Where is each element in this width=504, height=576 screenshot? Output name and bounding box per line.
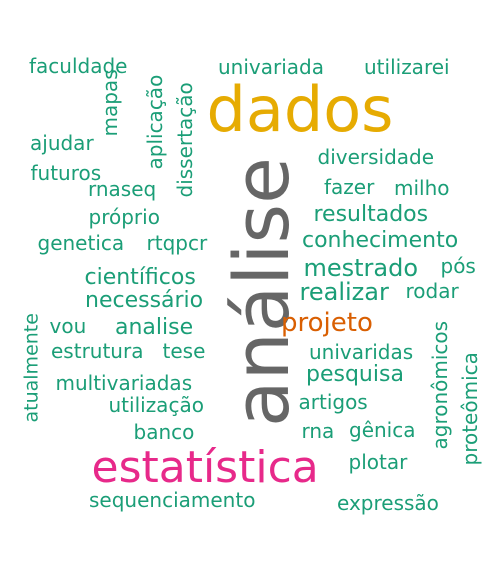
word-atualmente: atualmente bbox=[20, 313, 43, 423]
word-utilizarei: utilizarei bbox=[364, 55, 450, 79]
word-necessário: necessário bbox=[85, 288, 204, 313]
word-utilização: utilização bbox=[108, 393, 204, 417]
word-tese: tese bbox=[162, 339, 206, 363]
word-sequenciamento: sequenciamento bbox=[89, 488, 256, 512]
word-rtqpcr: rtqpcr bbox=[146, 231, 208, 255]
word-artigos: artigos bbox=[298, 390, 368, 414]
word-próprio: próprio bbox=[88, 205, 160, 229]
word-científicos: científicos bbox=[84, 265, 196, 290]
word-estrutura: estrutura bbox=[51, 339, 144, 363]
word-fazer: fazer bbox=[324, 175, 375, 199]
word-rnaseq: rnaseq bbox=[88, 177, 157, 201]
word-proteômica: proteômica bbox=[458, 352, 482, 466]
word-mapas: mapas bbox=[98, 69, 122, 137]
word-dissertação: dissertação bbox=[173, 82, 197, 198]
word-expressão: expressão bbox=[337, 491, 439, 515]
word-agronômicos: agronômicos bbox=[428, 320, 452, 450]
word-mestrado: mestrado bbox=[303, 254, 419, 282]
word-pós: pós bbox=[440, 254, 476, 278]
word-univaridas: univaridas bbox=[309, 340, 414, 364]
word-dados: dados bbox=[206, 73, 394, 146]
word-banco: banco bbox=[133, 420, 195, 444]
word-diversidade: diversidade bbox=[317, 145, 435, 169]
word-genetica: genetica bbox=[37, 231, 125, 255]
word-futuros: futuros bbox=[30, 161, 102, 185]
word-milho: milho bbox=[394, 176, 450, 200]
word-ajudar: ajudar bbox=[30, 131, 94, 155]
word-realizar: realizar bbox=[299, 278, 389, 306]
word-univariada: univariada bbox=[218, 55, 324, 79]
word-vou: vou bbox=[49, 314, 87, 338]
word-projeto: projeto bbox=[281, 308, 373, 338]
word-gênica: gênica bbox=[349, 418, 416, 442]
word-multivariadas: multivariadas bbox=[55, 371, 193, 395]
word-estatística: estatística bbox=[91, 442, 319, 493]
word-aplicação: aplicação bbox=[143, 74, 167, 170]
word-pesquisa: pesquisa bbox=[306, 362, 404, 387]
word-resultados: resultados bbox=[313, 202, 429, 227]
word-analise: analise bbox=[115, 315, 194, 340]
word-conhecimento: conhecimento bbox=[302, 228, 459, 253]
word-rodar: rodar bbox=[405, 279, 459, 303]
word-faculdade: faculdade bbox=[29, 54, 128, 78]
word-análise: análise bbox=[217, 157, 306, 427]
word-plotar: plotar bbox=[348, 450, 408, 474]
word-rna: rna bbox=[301, 419, 335, 443]
